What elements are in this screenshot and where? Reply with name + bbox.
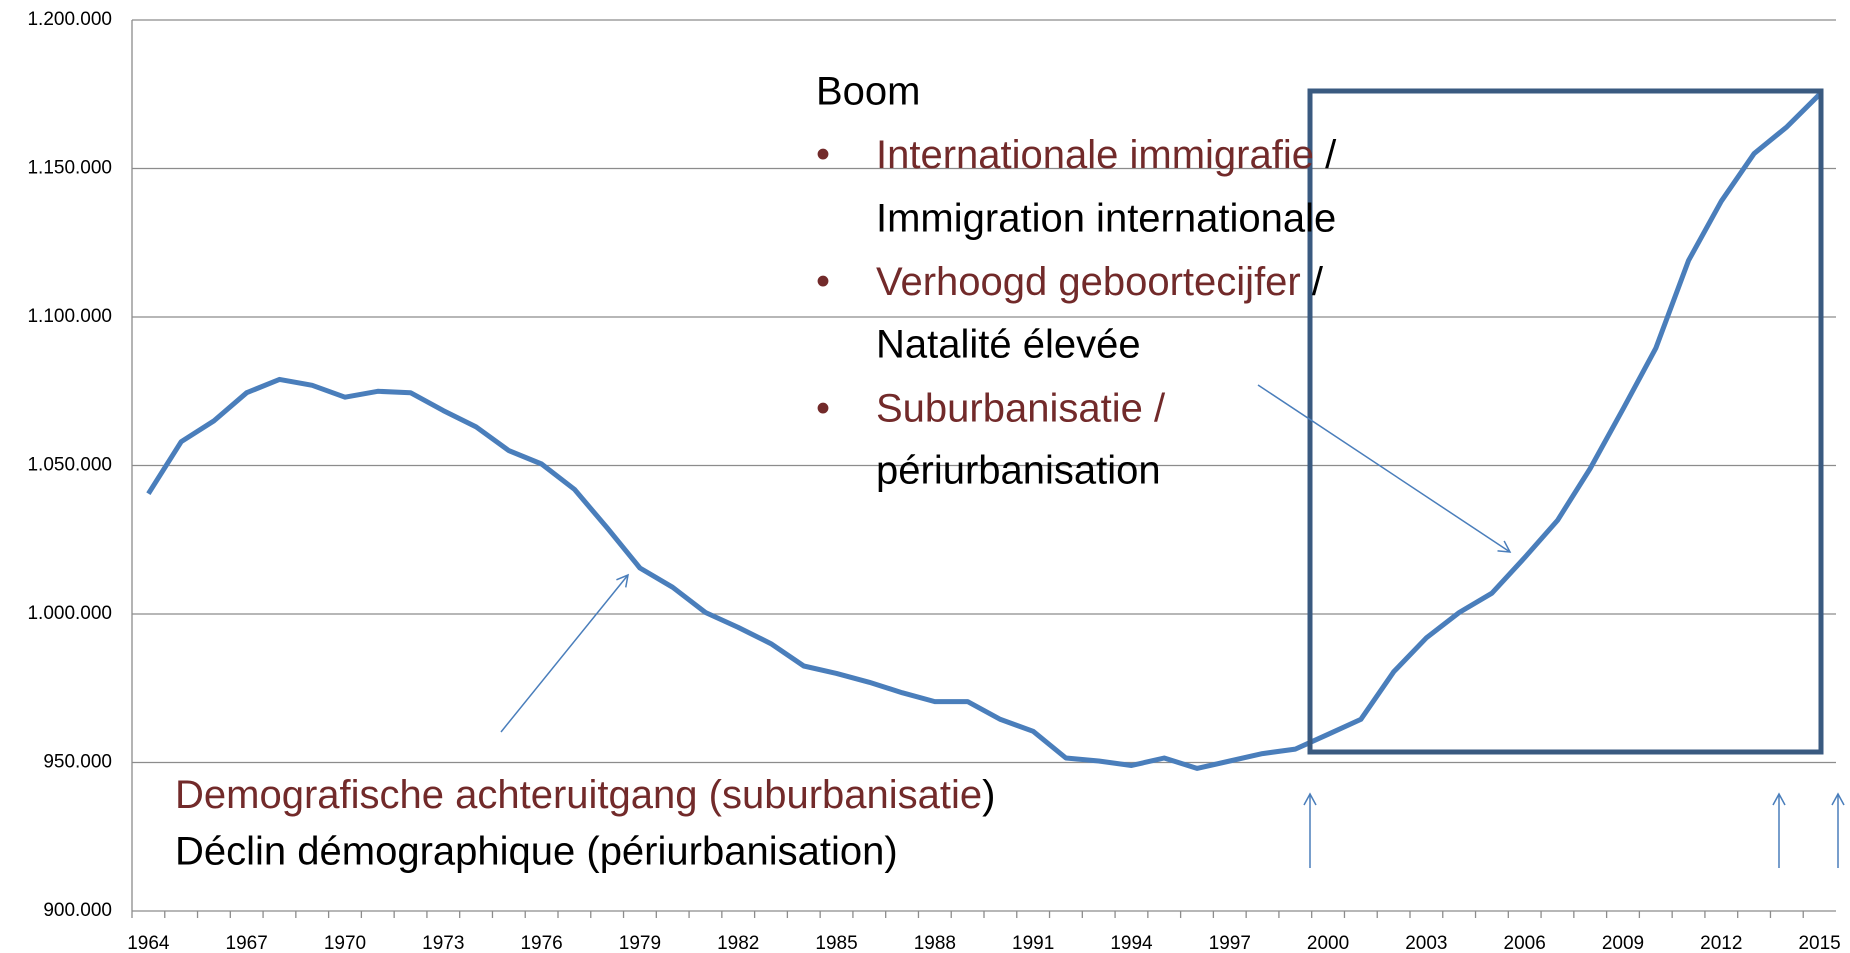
plot [146, 92, 1822, 771]
x-tick-label: 2000 [1307, 933, 1349, 953]
annotation-nl: Suburbanisatie / [876, 387, 1166, 431]
annotation-fr: Immigration internationale [876, 197, 1336, 241]
annotation-fr: Déclin démographique (périurbanisation) [175, 830, 898, 874]
x-tick-label: 2006 [1504, 933, 1546, 953]
x-tick-label: 1997 [1209, 933, 1251, 953]
annotation-nl: Verhoogd geboortecijfer [876, 260, 1301, 304]
x-tick-label: 2009 [1602, 933, 1644, 953]
y-tick-label: 1.150.000 [27, 158, 112, 179]
y-tick-label: 1.050.000 [27, 455, 112, 476]
annotation-line: Verhoogd geboortecijfer / [876, 260, 1324, 304]
decline-annotation: Demografische achteruitgang (suburbanisa… [175, 773, 995, 874]
x-tick-label: 1994 [1110, 933, 1153, 953]
x-tick-label: 1967 [226, 933, 268, 953]
grid: 900.000 950.000 1.000.000 1.050.000 1.100.00… [27, 9, 1840, 953]
annotation-line: Demografische achteruitgang (suburbanisa… [175, 773, 995, 817]
arrow [1257, 384, 1512, 553]
x-tick-label: 1991 [1012, 933, 1054, 953]
x-tick-label: 2015 [1798, 933, 1840, 953]
x-tick-label: 1976 [520, 933, 562, 953]
x-tick-label: 1979 [619, 933, 661, 953]
x-tick-label: 2003 [1405, 933, 1447, 953]
y-tick-label: 1.100.000 [27, 306, 112, 327]
x-tick-label: 1982 [717, 933, 759, 953]
annotation-fr: périurbanisation [876, 449, 1161, 493]
annotation-line: Internationale immigrafie / [876, 133, 1337, 177]
x-tick-label: 1973 [422, 933, 464, 953]
bullet: • [816, 133, 830, 177]
annotation-slash: / [1301, 260, 1324, 304]
highlight-box [1307, 88, 1824, 755]
annotation-slash: / [1314, 133, 1337, 177]
annotation-nl: Internationale immigrafie [876, 133, 1314, 177]
x-tick-label: 1985 [815, 933, 857, 953]
arrow [500, 573, 629, 733]
annotation-fr: Natalité élevée [876, 323, 1141, 367]
y-tick-label: 1.000.000 [27, 603, 112, 624]
y-tick-label: 900.000 [43, 900, 112, 921]
bullet: • [816, 260, 830, 304]
x-tick-label: 1970 [324, 933, 366, 953]
annotation-close: ) [982, 773, 995, 817]
data-line [146, 92, 1822, 771]
x-tick-label: 1988 [914, 933, 956, 953]
x-tick-label: 1964 [127, 933, 170, 953]
annotation-title: Boom [816, 70, 921, 114]
y-tick-label: 1.200.000 [27, 9, 112, 30]
y-tick-label: 950.000 [43, 752, 112, 773]
x-tick-label: 2012 [1700, 933, 1742, 953]
bullet: • [816, 387, 830, 431]
boom-annotation: Boom • Internationale immigrafie / Immig… [816, 70, 1337, 493]
annotation-nl: Demografische achteruitgang (suburbanisa… [175, 773, 982, 817]
